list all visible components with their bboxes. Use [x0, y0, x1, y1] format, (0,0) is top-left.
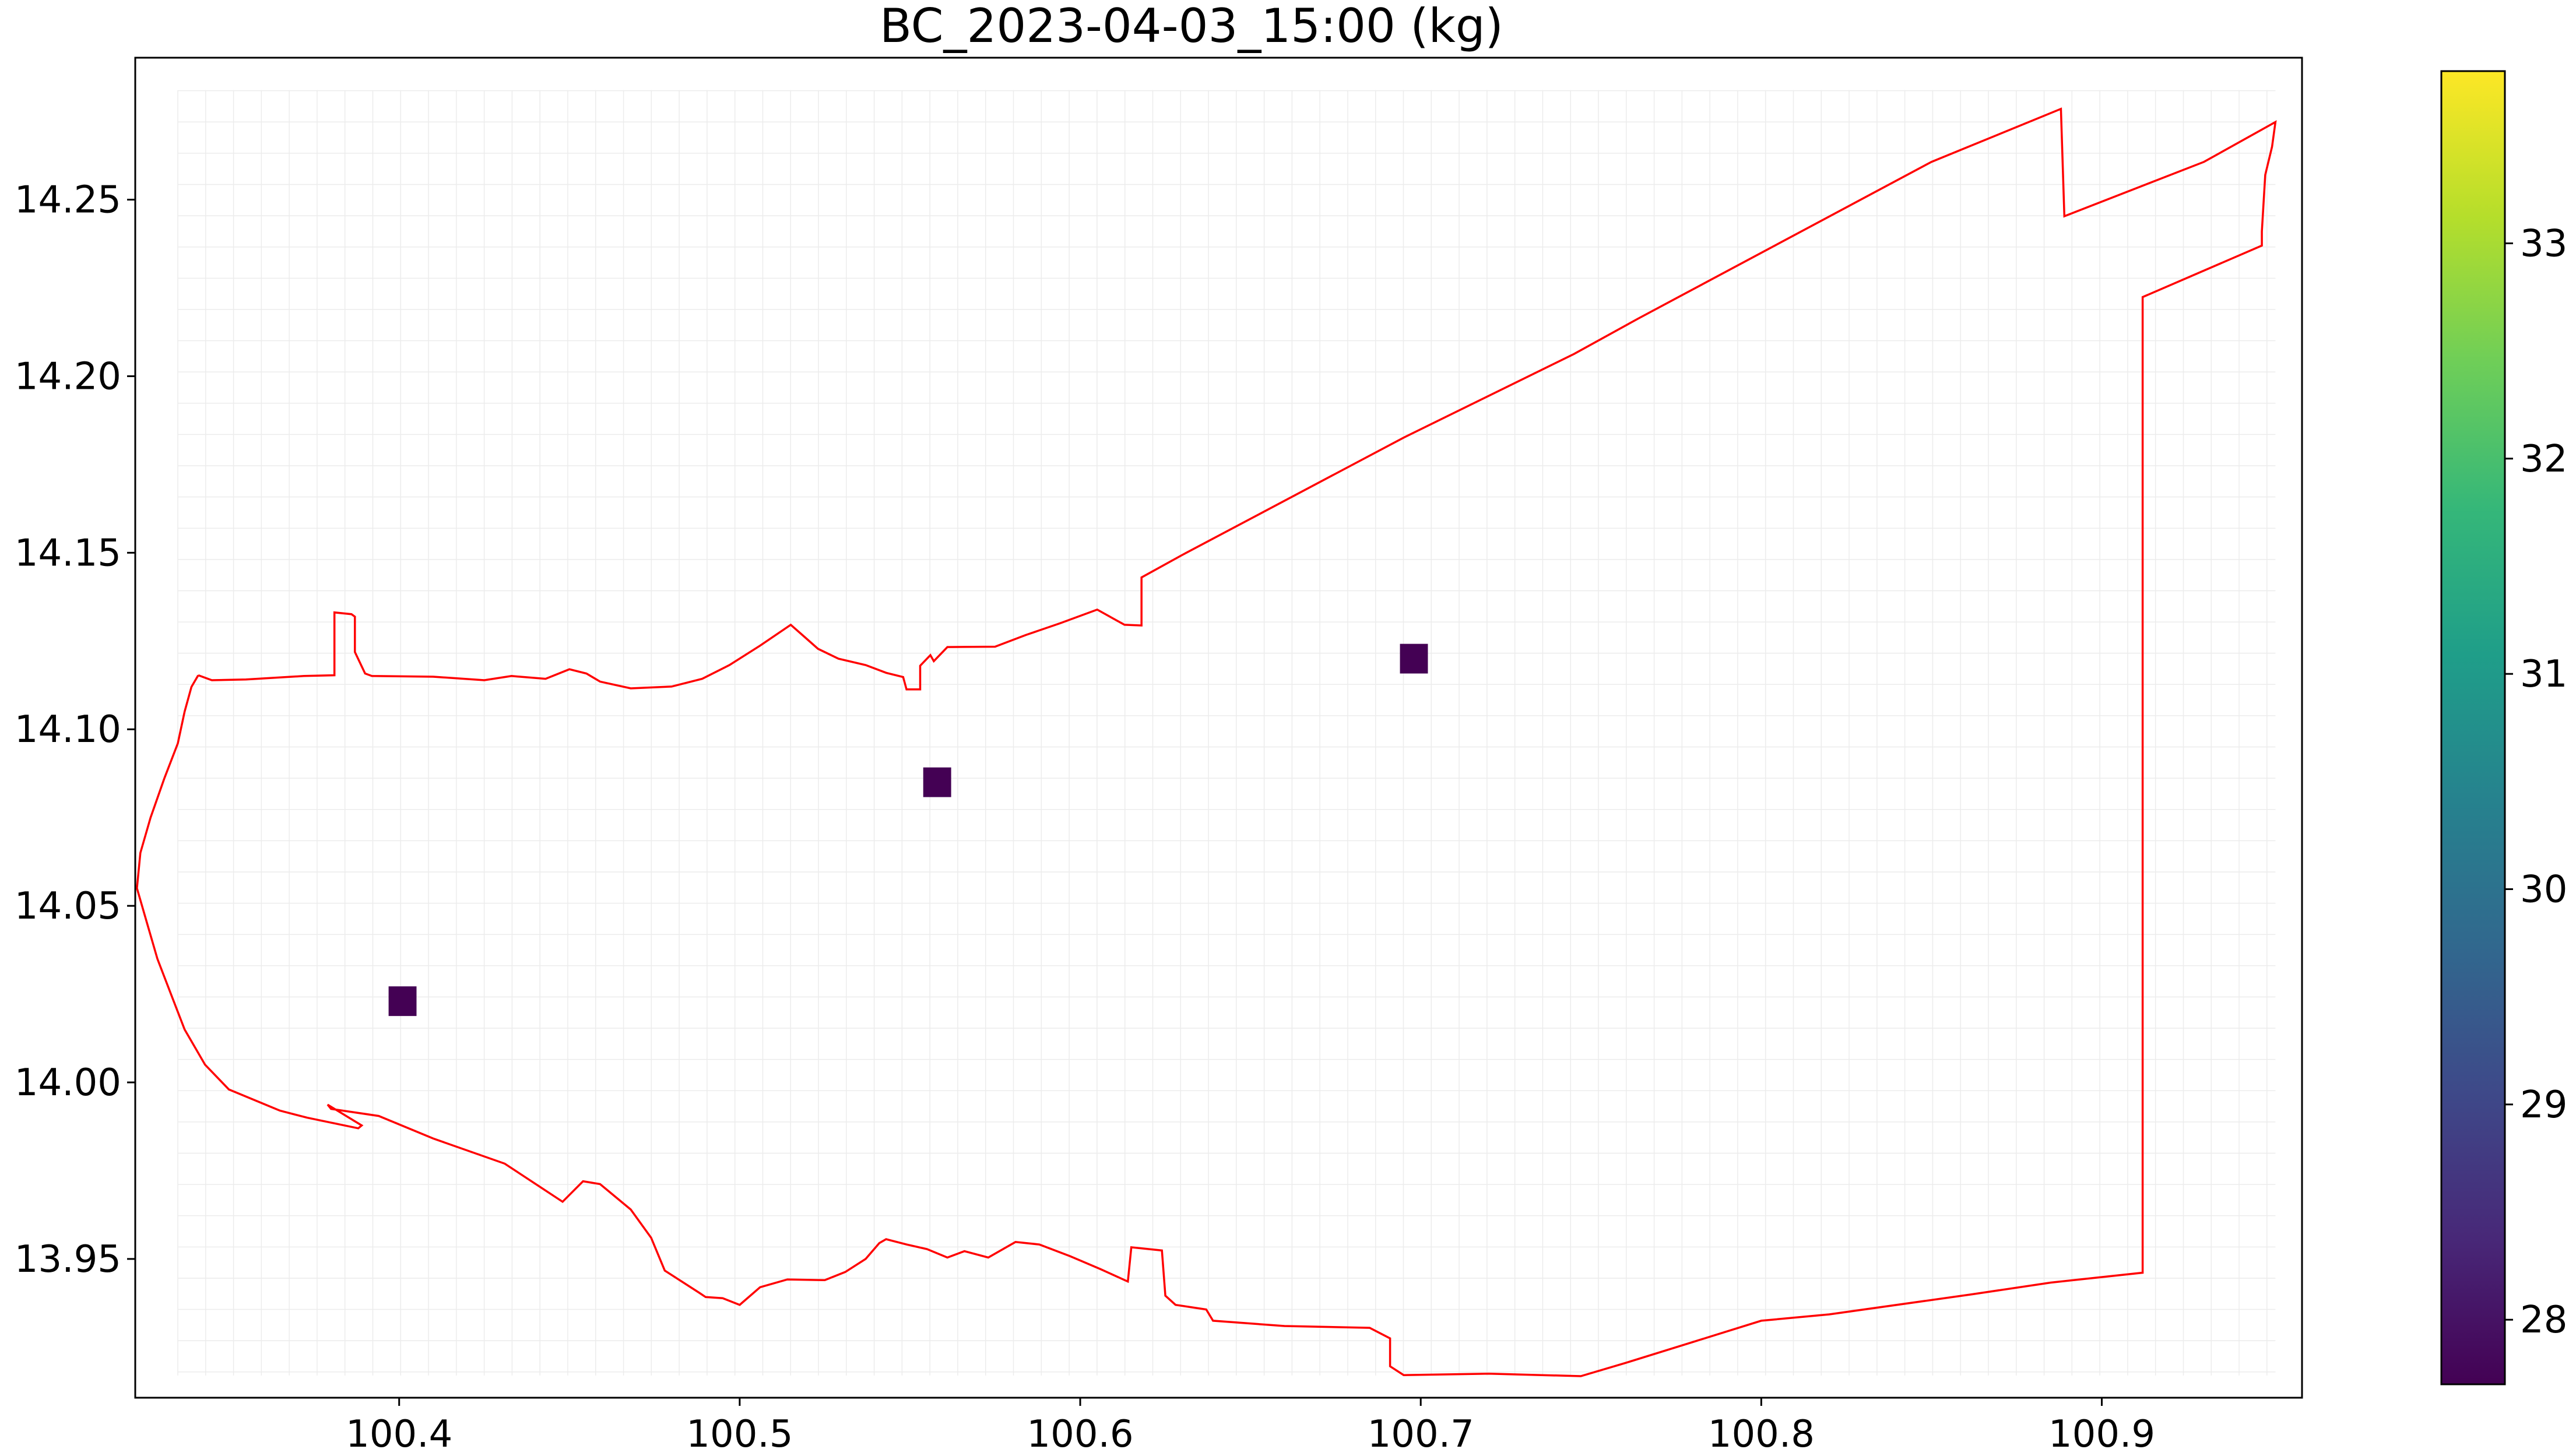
y-tick-label: 14.25 — [15, 179, 121, 222]
heatmap-cell — [923, 767, 951, 797]
x-tick-label: 100.7 — [1368, 1413, 1474, 1456]
y-axis: 13.95 14.00 14.05 14.10 14.15 14.20 14.25 — [15, 179, 135, 1281]
heatmap-cell — [388, 986, 417, 1017]
x-tick-label: 100.5 — [686, 1413, 793, 1456]
y-tick-label: 14.15 — [15, 532, 121, 575]
colorbar-ticks: 28 29 30 31 32 33 — [2505, 222, 2567, 1342]
colorbar: 28 29 30 31 32 33 — [2440, 70, 2567, 1385]
x-axis: 100.4 100.5 100.6 100.7 100.8 100.9 — [346, 1398, 2155, 1456]
colorbar-gradient — [2440, 70, 2506, 1385]
y-tick-label: 14.20 — [15, 355, 121, 398]
heatmap-cells — [388, 643, 1428, 1017]
x-tick-label: 100.9 — [2048, 1413, 2155, 1456]
plot-border — [134, 57, 2303, 1399]
x-tick-label: 100.4 — [346, 1413, 452, 1456]
colorbar-tick-label: 33 — [2520, 222, 2567, 265]
boundary-outline — [136, 107, 2277, 1377]
colorbar-tick-label: 31 — [2520, 653, 2567, 696]
x-tick-label: 100.8 — [1708, 1413, 1815, 1456]
y-tick-label: 13.95 — [15, 1238, 121, 1281]
y-tick-label: 14.10 — [15, 708, 121, 751]
colorbar-tick-label: 30 — [2520, 868, 2567, 912]
chart-title: BC_2023-04-03_15:00 (kg) — [880, 0, 1503, 53]
colorbar-tick-label: 32 — [2520, 438, 2567, 481]
colorbar-tick-label: 29 — [2520, 1084, 2567, 1127]
plot-area — [134, 57, 2303, 1399]
grid-lines — [177, 90, 2276, 1376]
x-tick-label: 100.6 — [1027, 1413, 1133, 1456]
y-tick-label: 14.00 — [15, 1061, 121, 1105]
heatmap-cell — [1400, 643, 1428, 674]
y-tick-label: 14.05 — [15, 885, 121, 928]
colorbar-tick-label: 28 — [2520, 1299, 2567, 1342]
plot-background — [135, 58, 2302, 1398]
